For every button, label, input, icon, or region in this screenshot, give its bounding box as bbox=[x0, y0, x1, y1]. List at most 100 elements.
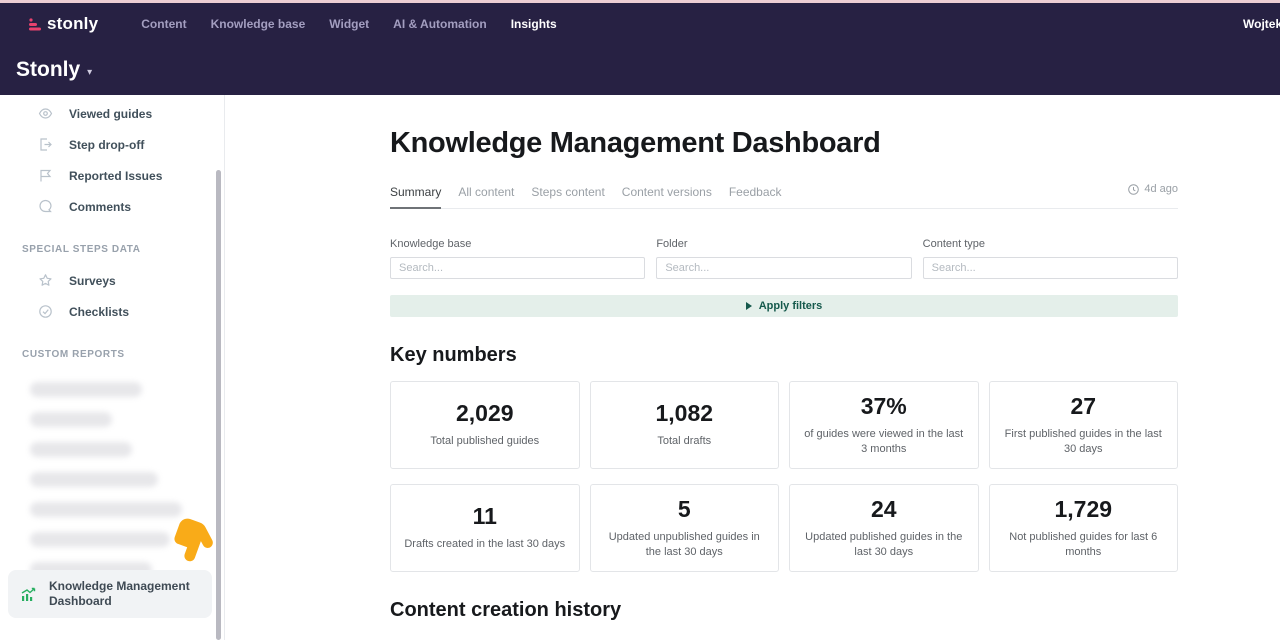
tab-feedback[interactable]: Feedback bbox=[728, 185, 782, 199]
stat-value: 2,029 bbox=[455, 400, 514, 427]
stat-value: 5 bbox=[677, 495, 691, 522]
sidebar-item-label: Knowledge Management Dashboard bbox=[49, 579, 190, 608]
chevron-down-icon[interactable]: ▾ bbox=[87, 66, 93, 78]
stat-label: Total published guides bbox=[430, 435, 540, 448]
stat-card-first-published: 27 First published guides in the last 30… bbox=[988, 381, 1178, 469]
stonly-logo-text: stonly bbox=[47, 14, 99, 33]
content-type-search-input[interactable] bbox=[922, 257, 1178, 279]
apply-filters-label: Apply filters bbox=[758, 300, 823, 312]
sidebar-section-special-steps-data: SPECIAL STEPS DATA bbox=[22, 244, 141, 255]
page-title: Knowledge Management Dashboard bbox=[390, 127, 881, 159]
content-creation-history-title: Content creation history bbox=[390, 599, 622, 621]
stonly-logo-icon bbox=[28, 18, 42, 31]
play-triangle-icon bbox=[745, 302, 752, 310]
stat-label: Not published guides for last 6 months bbox=[1009, 530, 1158, 558]
sidebar-item-label: Comments bbox=[69, 199, 132, 214]
sidebar-item-reported-issues[interactable]: Reported Issues bbox=[0, 160, 224, 191]
stat-label: Drafts created in the last 30 days bbox=[404, 538, 566, 551]
stat-value: 11 bbox=[472, 503, 497, 530]
stat-card-total-published-guides: 2,029 Total published guides bbox=[390, 381, 580, 469]
key-numbers-grid: 2,029 Total published guides 1,082 Total… bbox=[390, 381, 1178, 572]
step-exit-icon bbox=[38, 137, 53, 152]
sidebar-item-label: Viewed guides bbox=[69, 106, 153, 121]
stat-label: of guides were viewed in the last 3 mont… bbox=[804, 427, 964, 455]
knowledge-base-search-input[interactable] bbox=[390, 257, 646, 279]
stat-card-updated-published: 24 Updated published guides in the last … bbox=[789, 484, 979, 572]
filter-content-type: Content type bbox=[922, 238, 1178, 279]
tab-content-versions[interactable]: Content versions bbox=[621, 185, 712, 199]
chart-trend-icon bbox=[20, 586, 37, 603]
nav-item-insights[interactable]: Insights bbox=[510, 17, 557, 31]
redacted-report-item[interactable] bbox=[30, 382, 142, 397]
app-header: stonly Content Knowledge base Widget AI … bbox=[0, 3, 1280, 95]
top-accent-strip bbox=[0, 0, 1280, 3]
main-nav: Content Knowledge base Widget AI & Autom… bbox=[141, 17, 556, 31]
stat-label: Updated unpublished guides in the last 3… bbox=[608, 530, 760, 558]
redacted-report-item[interactable] bbox=[30, 472, 158, 487]
stat-card-guides-viewed-pct: 37% of guides were viewed in the last 3 … bbox=[789, 381, 979, 469]
star-icon bbox=[38, 273, 53, 288]
stat-value: 27 bbox=[1070, 392, 1097, 419]
stat-label: Updated published guides in the last 30 … bbox=[805, 530, 963, 558]
user-menu[interactable]: Wojtek K bbox=[1243, 17, 1280, 31]
stat-value: 1,729 bbox=[1054, 495, 1113, 522]
nav-item-content[interactable]: Content bbox=[141, 17, 187, 31]
sidebar-item-knowledge-management-dashboard[interactable]: Knowledge Management Dashboard bbox=[8, 570, 212, 618]
tab-steps-content[interactable]: Steps content bbox=[531, 185, 605, 199]
sidebar-item-label: Reported Issues bbox=[69, 168, 163, 183]
sidebar-scrollbar[interactable] bbox=[216, 170, 221, 640]
key-numbers-title: Key numbers bbox=[390, 344, 517, 366]
filter-bar: Knowledge base Folder Content type bbox=[390, 238, 1178, 279]
dashboard-tabs: Summary All content Steps content Conten… bbox=[390, 183, 1178, 209]
ukraine-flag-icon bbox=[103, 12, 114, 20]
nav-item-knowledge-base[interactable]: Knowledge base bbox=[210, 17, 306, 31]
sidebar-item-step-drop-off[interactable]: Step drop-off bbox=[0, 129, 224, 160]
filter-label: Content type bbox=[922, 238, 986, 250]
check-circle-icon bbox=[38, 304, 53, 319]
filter-folder: Folder bbox=[656, 238, 912, 279]
sidebar-item-surveys[interactable]: Surveys bbox=[0, 265, 224, 296]
main-content: Knowledge Management Dashboard Summary A… bbox=[225, 95, 1280, 640]
workspace-bar: Stonly ▾ bbox=[0, 45, 1280, 95]
workspace-name[interactable]: Stonly bbox=[16, 58, 81, 81]
filter-label: Knowledge base bbox=[390, 238, 472, 250]
stat-card-not-published: 1,729 Not published guides for last 6 mo… bbox=[988, 484, 1178, 572]
stonly-logo[interactable]: stonly bbox=[28, 14, 114, 34]
redacted-report-item[interactable] bbox=[30, 442, 132, 457]
sidebar-item-label: Step drop-off bbox=[69, 137, 145, 152]
top-navigation: stonly Content Knowledge base Widget AI … bbox=[0, 3, 1280, 45]
stat-label: Total drafts bbox=[657, 435, 712, 448]
last-updated: 4d ago bbox=[1128, 183, 1178, 195]
redacted-report-item[interactable] bbox=[30, 412, 112, 427]
apply-filters-button[interactable]: Apply filters bbox=[390, 295, 1178, 317]
stat-card-total-drafts: 1,082 Total drafts bbox=[589, 381, 779, 469]
folder-search-input[interactable] bbox=[656, 257, 912, 279]
stat-value: 24 bbox=[870, 495, 897, 522]
stat-value: 1,082 bbox=[655, 400, 714, 427]
last-updated-text: 4d ago bbox=[1144, 183, 1178, 195]
tab-all-content[interactable]: All content bbox=[458, 185, 515, 199]
stat-value: 37% bbox=[860, 392, 907, 419]
nav-item-widget[interactable]: Widget bbox=[329, 17, 370, 31]
flag-icon bbox=[38, 168, 53, 183]
stat-card-updated-unpublished: 5 Updated unpublished guides in the last… bbox=[589, 484, 779, 572]
insights-sidebar: Viewed guides Step drop-off Reported Iss… bbox=[0, 95, 225, 640]
redacted-report-item[interactable] bbox=[30, 532, 170, 547]
sidebar-item-label: Checklists bbox=[69, 304, 130, 319]
sidebar-item-label: Surveys bbox=[69, 273, 116, 288]
sidebar-item-checklists[interactable]: Checklists bbox=[0, 296, 224, 327]
comment-icon bbox=[38, 199, 53, 214]
filter-label: Folder bbox=[656, 238, 688, 250]
eye-icon bbox=[38, 106, 53, 121]
clock-icon bbox=[1128, 183, 1140, 195]
tab-summary[interactable]: Summary bbox=[390, 185, 442, 209]
sidebar-item-viewed-guides[interactable]: Viewed guides bbox=[0, 98, 224, 129]
nav-item-ai-automation[interactable]: AI & Automation bbox=[393, 17, 487, 31]
redacted-report-item[interactable] bbox=[30, 502, 182, 517]
sidebar-item-comments[interactable]: Comments bbox=[0, 191, 224, 222]
stat-label: First published guides in the last 30 da… bbox=[1004, 427, 1162, 455]
hand-cursor-icon bbox=[170, 500, 222, 566]
sidebar-section-custom-reports: CUSTOM REPORTS bbox=[22, 349, 125, 360]
stat-card-drafts-created: 11 Drafts created in the last 30 days bbox=[390, 484, 580, 572]
custom-reports-list-redacted bbox=[0, 382, 224, 577]
